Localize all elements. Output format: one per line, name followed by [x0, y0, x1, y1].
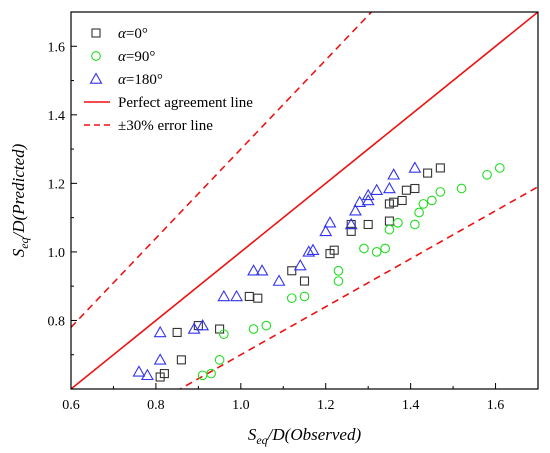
data-point-triangle-3	[153, 353, 167, 365]
data-point-circle-12	[371, 247, 382, 257]
data-point-square-8	[253, 293, 263, 303]
data-point-triangle-4	[153, 325, 167, 338]
data-point-triangle-2	[140, 368, 154, 381]
data-point-triangle-9	[247, 264, 260, 276]
axis-ticks: 0.6 0.8 1.0 1.2 1.4 1.6 0.8 1.0 1.2 1.4 1.6	[48, 40, 505, 413]
data-point-circle-15	[393, 217, 403, 228]
data-point-triangle-17	[344, 217, 358, 230]
data-point-square-9	[287, 266, 297, 276]
data-point-triangle-18	[349, 204, 362, 216]
data-point-triangle-8	[230, 289, 244, 302]
data-point-square-15	[363, 219, 373, 230]
upper-error-line	[71, 12, 373, 328]
y-tick-label: 1.6	[48, 40, 66, 55]
data-point-circle-5	[248, 324, 259, 334]
data-point-triangle-11	[272, 274, 286, 286]
data-point-circle-14	[384, 224, 395, 235]
y-axis-title: Seq/D(Predicted)	[9, 143, 31, 257]
data-point-triangle-16	[323, 216, 337, 228]
legend-circle-icon	[91, 51, 101, 61]
legend-label: Perfect agreement line	[118, 95, 253, 111]
x-axis-label: Seq/D(Observed)	[248, 425, 362, 447]
data-point-square-22	[423, 168, 433, 178]
data-point-triangle-19	[353, 195, 367, 207]
data-point-triangle-25	[408, 161, 422, 173]
data-point-square-21	[410, 183, 420, 194]
x-tick-label: 0.6	[62, 398, 80, 413]
data-point-triangle-7	[217, 289, 231, 302]
data-point-square-3	[176, 355, 186, 365]
data-point-circle-22	[482, 169, 492, 180]
data-point-circle-7	[286, 293, 297, 304]
data-point-circle-13	[380, 243, 391, 254]
data-point-triangle-15	[319, 224, 333, 237]
data-point-triangle-14	[306, 243, 320, 255]
data-point-triangle-23	[382, 181, 396, 194]
data-point-circle-17	[414, 207, 424, 218]
data-point-square-7	[244, 291, 254, 302]
data-point-circle-21	[456, 183, 467, 194]
x-tick-label: 1.6	[487, 398, 505, 413]
data-point-circle-6	[261, 320, 272, 331]
legend-label: α=90°	[118, 49, 155, 65]
y-tick-label: 0.8	[48, 314, 66, 329]
plot-content	[71, 12, 538, 389]
lower-error-line	[178, 186, 538, 389]
legend-square-icon	[91, 28, 101, 38]
data-point-circle-8	[299, 291, 310, 302]
data-point-circle-18	[418, 199, 429, 209]
data-point-square-16	[384, 216, 394, 226]
data-point-square-20	[401, 185, 411, 195]
data-point-square-23	[435, 163, 445, 173]
data-point-square-12	[329, 245, 339, 255]
legend-label: α=0°	[118, 26, 148, 42]
data-point-triangle-24	[387, 168, 401, 180]
data-point-circle-2	[206, 368, 216, 379]
data-point-circle-19	[427, 195, 437, 206]
legend-label: α=180°	[118, 72, 163, 88]
y-tick-label: 1.4	[48, 109, 66, 124]
x-tick-label: 1.4	[402, 398, 420, 413]
x-tick-label: 1.2	[317, 398, 335, 413]
data-point-triangle-6	[196, 318, 210, 331]
data-point-circle-23	[494, 163, 505, 173]
data-point-circle-9	[333, 276, 344, 286]
x-axis-title: Seq/D(Observed)	[248, 425, 362, 447]
data-point-square-4	[172, 327, 182, 338]
data-point-triangle-22	[370, 183, 384, 195]
data-point-triangle-13	[302, 245, 316, 257]
perfect-agreement-line	[71, 12, 538, 389]
legend-label: ±30% error line	[118, 118, 213, 134]
data-point-square-13	[346, 226, 356, 236]
data-point-square-19	[397, 195, 407, 206]
data-point-circle-20	[435, 187, 446, 197]
data-point-square-10	[299, 276, 310, 286]
data-point-square-2	[159, 369, 169, 379]
y-tick-label: 1.0	[48, 246, 66, 261]
data-point-triangle-12	[293, 259, 307, 271]
data-point-circle-11	[359, 243, 369, 254]
x-tick-label: 0.8	[147, 398, 165, 413]
y-tick-label: 1.2	[48, 177, 66, 192]
data-point-triangle-5	[187, 322, 201, 334]
data-point-circle-3	[214, 355, 225, 365]
data-point-circle-4	[218, 329, 229, 340]
y-axis-label: Seq/D(Predicted)	[9, 143, 31, 257]
plot-frame	[70, 11, 539, 390]
legend: α=0° α=90° α=180° Perfect agreement line ±30…	[84, 26, 253, 134]
data-point-circle-10	[333, 265, 344, 276]
data-point-circle-16	[410, 219, 420, 230]
data-point-triangle-1	[132, 365, 146, 377]
data-point-circle-1	[197, 370, 208, 381]
legend-triangle-icon	[89, 72, 103, 84]
x-tick-label: 1.0	[232, 398, 250, 413]
data-point-triangle-10	[255, 264, 269, 276]
